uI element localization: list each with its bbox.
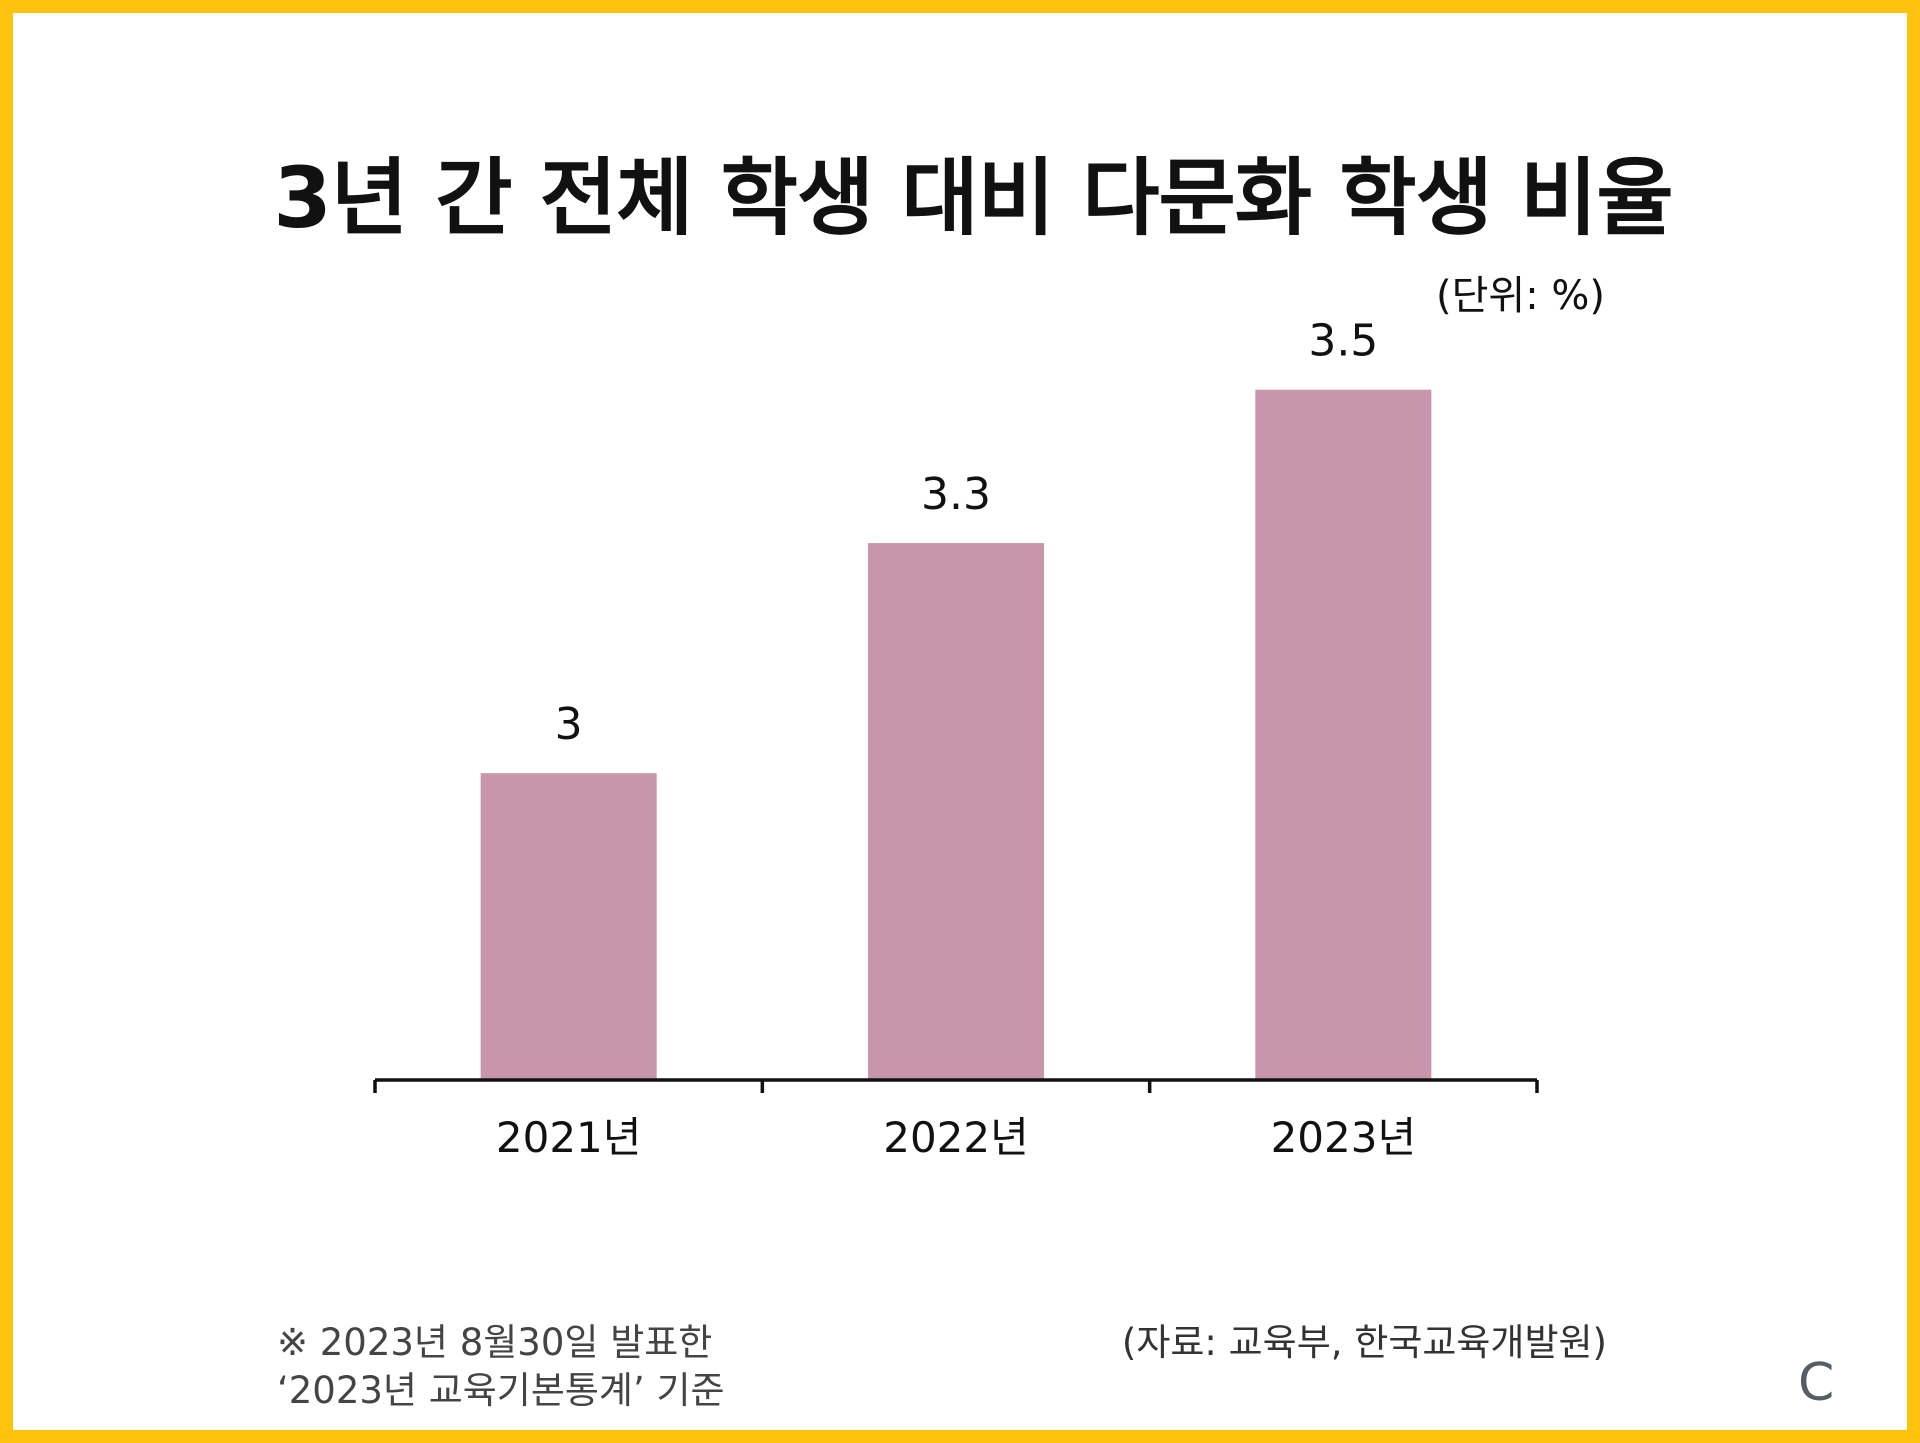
bar-2 [868,543,1044,1080]
x-tick-label-1: 2021년 [496,1113,642,1162]
footnote-line-2: ‘2023년 교육기본통계’ 기준 [277,1369,725,1412]
chart-title: 3년 간 전체 학생 대비 다문화 학생 비율 [273,149,1673,247]
bar-chart: 3 2021년 3.3 2022년 3.5 2023년 [373,316,1539,1162]
unit-label: (단위: %) [1435,273,1605,319]
footnote: ※ 2023년 8월30일 발표한 ‘2023년 교육기본통계’ 기준 [277,1319,725,1415]
source-note: (자료: 교육부, 한국교육개발원) [1121,1321,1607,1364]
bar-3 [1255,389,1432,1080]
footnote-line-1: ※ 2023년 8월30일 발표한 [277,1321,713,1364]
x-tick-label-2: 2022년 [883,1113,1029,1162]
bar-1 [480,773,657,1080]
corner-mark: C [1798,1353,1835,1413]
data-label-2: 3.3 [921,469,991,520]
data-label-1: 3 [555,699,583,750]
x-tick-label-3: 2023년 [1271,1113,1417,1162]
data-label-3: 3.5 [1308,316,1378,367]
